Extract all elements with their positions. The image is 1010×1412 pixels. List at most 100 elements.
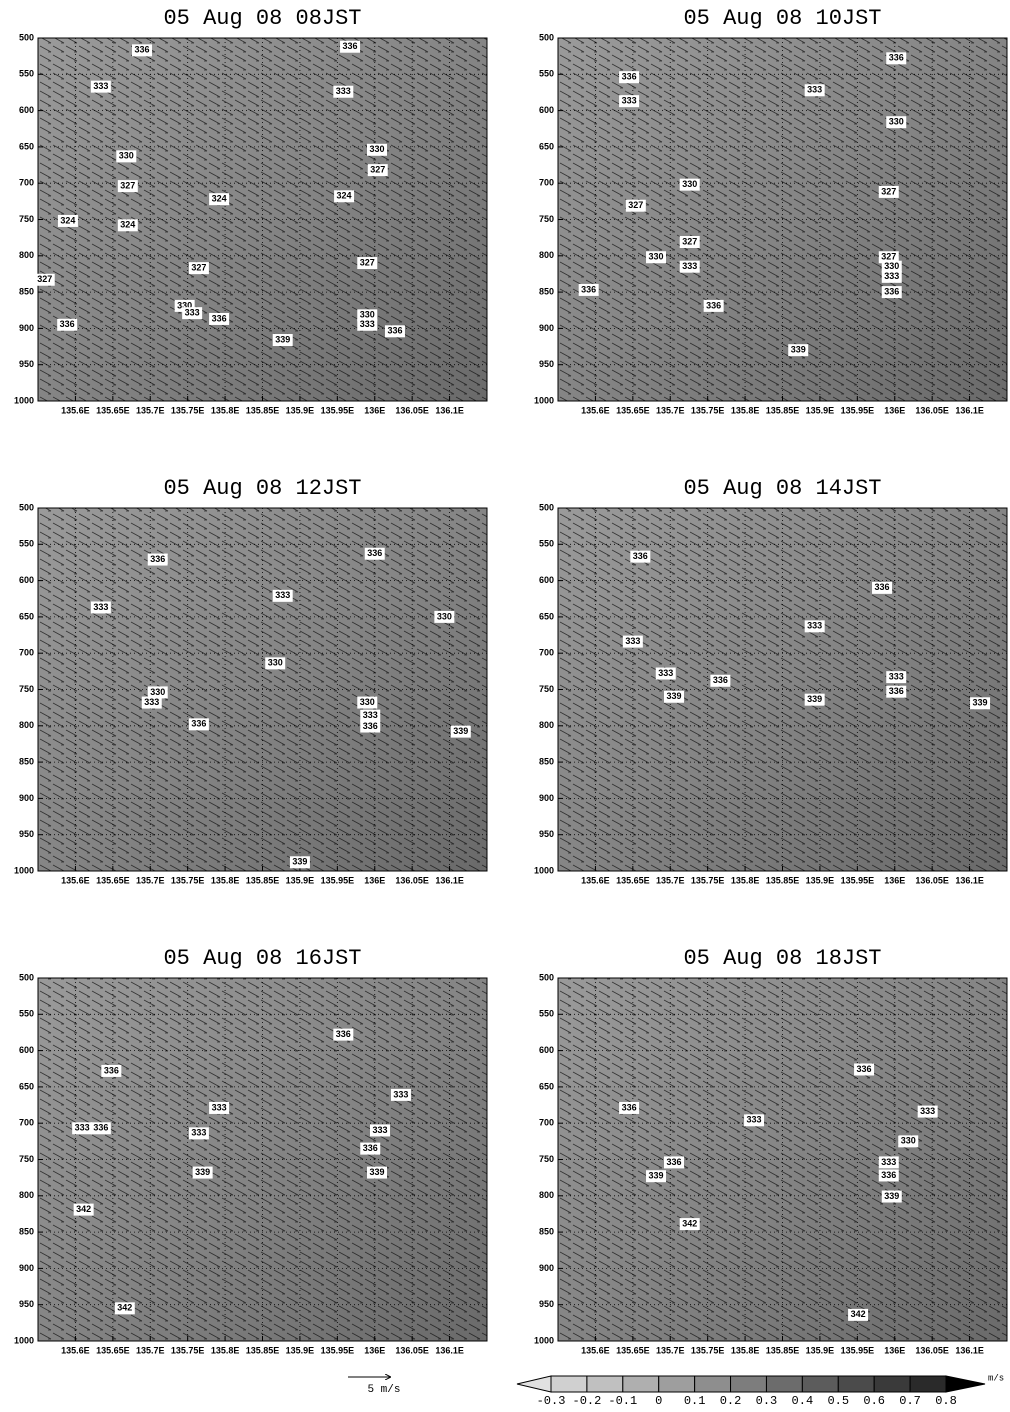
contour-label-box (703, 299, 724, 312)
x-tick-label: 135.9E (806, 875, 835, 885)
x-tick-label: 135.8E (731, 1345, 760, 1355)
contour-label: 330 (649, 252, 664, 262)
x-tick-label: 136.05E (395, 405, 429, 415)
plot-frame (37, 37, 488, 402)
y-tick-label: 800 (539, 720, 554, 730)
contour-label: 333 (360, 319, 375, 329)
x-tick-label: 135.65E (616, 875, 650, 885)
contour-label-box (182, 307, 203, 320)
chart-title: 05 Aug 08 18JST (683, 946, 881, 971)
contour-label: 333 (93, 602, 108, 612)
x-tick-label: 136.05E (915, 405, 949, 415)
contour-label: 339 (666, 691, 681, 701)
x-tick-label: 136.05E (395, 875, 429, 885)
contour-label-box (646, 1170, 667, 1183)
contour-label: 330 (360, 310, 375, 320)
contour-label: 333 (372, 1125, 387, 1135)
contour-label: 333 (884, 271, 899, 281)
contour-label: 333 (747, 1115, 762, 1125)
contour-label: 333 (363, 710, 378, 720)
x-tick-label: 135.7E (656, 1345, 685, 1355)
contour-label: 339 (195, 1167, 210, 1177)
contour-label-box (872, 581, 893, 594)
y-tick-label: 650 (19, 141, 34, 151)
x-tick-label: 135.7E (136, 1345, 165, 1355)
x-tick-label: 135.8E (731, 875, 760, 885)
colorbar-box (586, 1375, 624, 1393)
contour-label-box (90, 1122, 111, 1135)
y-tick-label: 500 (19, 32, 34, 42)
contour-label-box (622, 635, 643, 648)
contour-label: 336 (881, 1170, 896, 1180)
contour-label: 339 (649, 1171, 664, 1181)
contour-label: 333 (393, 1089, 408, 1099)
colorbar-low (516, 1375, 552, 1393)
contour-label-box (209, 1101, 230, 1114)
y-tick-label: 1000 (14, 865, 34, 875)
y-tick-label: 900 (19, 323, 34, 333)
contour-label-box (619, 95, 640, 108)
chart-title: 05 Aug 08 08JST (163, 6, 361, 31)
x-tick-label: 135.8E (211, 1345, 240, 1355)
x-tick-label: 136E (364, 1345, 385, 1355)
y-tick-label: 850 (19, 756, 34, 766)
y-tick-label: 850 (539, 286, 554, 296)
contour-label-box (265, 657, 286, 670)
reference-label: 5 m/s (367, 1384, 400, 1396)
contour-label-box (334, 190, 355, 203)
colorbar-tick-label: 0 (655, 1394, 662, 1408)
contour-label: 327 (191, 263, 206, 273)
contour-label-box (663, 1156, 684, 1169)
x-tick-label: 135.6E (581, 405, 610, 415)
contour-label-box (788, 344, 809, 357)
contour-label: 336 (191, 719, 206, 729)
contour-label-box (630, 550, 651, 563)
y-tick-label: 500 (19, 972, 34, 982)
contour-label-box (34, 273, 55, 286)
contour-label: 324 (120, 220, 135, 230)
colorbar-box (909, 1375, 947, 1393)
contour-label: 336 (387, 326, 402, 336)
contour-label-box (272, 589, 293, 602)
contour-label-box (360, 709, 381, 722)
contour-label-box (679, 178, 700, 191)
contour-label: 333 (625, 636, 640, 646)
x-tick-label: 135.7E (136, 875, 165, 885)
y-tick-label: 950 (19, 829, 34, 839)
y-tick-label: 650 (19, 1081, 34, 1091)
contour-label: 336 (363, 1143, 378, 1153)
y-tick-label: 600 (539, 105, 554, 115)
x-tick-label: 135.75E (691, 1345, 725, 1355)
contour-label-box (917, 1105, 938, 1118)
contour-label-box (357, 309, 378, 322)
contour-label: 327 (37, 274, 52, 284)
y-tick-label: 1000 (14, 1335, 34, 1345)
colorbar-tick-label: 0.5 (827, 1394, 849, 1408)
contour-label: 330 (150, 687, 165, 697)
x-tick-label: 136.1E (435, 875, 464, 885)
contour-label-box (881, 260, 902, 273)
colorbar-tick-label: 0.6 (863, 1394, 885, 1408)
contour-label-box (898, 1135, 919, 1148)
contour-label: 342 (76, 1204, 91, 1214)
plot-frame (37, 507, 488, 872)
contour-label: 330 (901, 1136, 916, 1146)
contour-label: 336 (135, 45, 150, 55)
contour-label: 336 (336, 1029, 351, 1039)
contour-label-box (646, 251, 667, 264)
plot-frame (557, 977, 1008, 1342)
contour-label-box (804, 84, 825, 97)
contour-label-box (744, 1114, 765, 1127)
contour-label-box (209, 193, 230, 206)
x-tick-label: 135.6E (581, 1345, 610, 1355)
contour-label: 336 (884, 286, 899, 296)
contour-label-box (367, 164, 388, 177)
x-tick-label: 135.8E (211, 405, 240, 415)
contour-label: 327 (360, 257, 375, 267)
y-tick-label: 800 (539, 250, 554, 260)
contour-label-box (366, 143, 387, 156)
y-tick-label: 550 (539, 539, 554, 549)
x-tick-label: 135.9E (286, 875, 315, 885)
contour-label: 333 (881, 1157, 896, 1167)
